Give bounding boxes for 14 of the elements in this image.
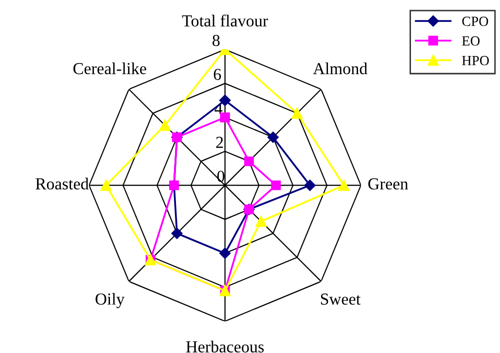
spoke-label: Sweet: [321, 294, 361, 305]
spoke-label: Oily: [96, 292, 124, 308]
spoke-label: Almond: [313, 62, 368, 74]
spoke-label: Herbaceous: [186, 340, 264, 352]
legend-label: HPO: [462, 56, 489, 66]
spoke-label: Total flavour: [182, 14, 268, 27]
legend-label: EO: [462, 36, 480, 46]
spoke-label: Green: [368, 178, 408, 190]
legend-label: CPO: [462, 16, 488, 26]
y-tick-label: 8: [212, 34, 220, 46]
y-tick-label: 2: [216, 136, 223, 148]
spoke-label: Cereal-like: [73, 62, 146, 74]
y-tick-label: 6: [214, 68, 221, 80]
spoke-label: Roasted: [36, 178, 89, 190]
